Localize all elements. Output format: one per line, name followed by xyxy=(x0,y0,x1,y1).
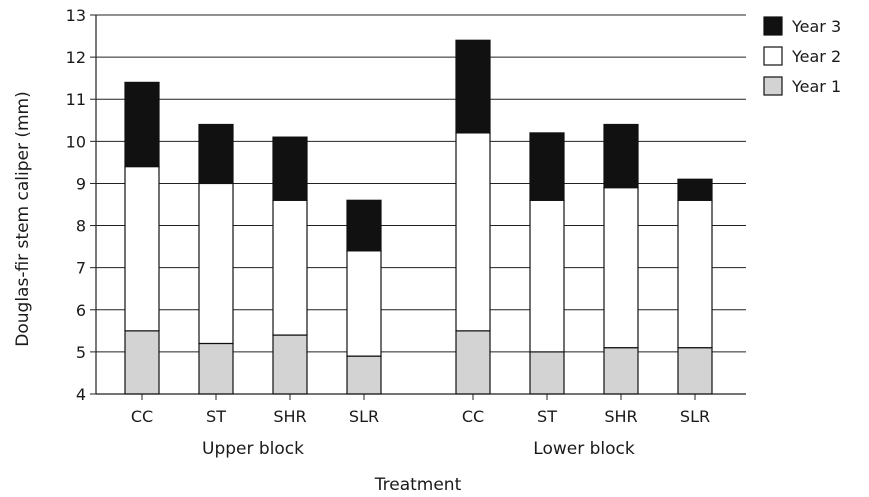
bars xyxy=(124,39,713,395)
bar-segment-year-1 xyxy=(455,330,491,395)
bar-segment-year-3 xyxy=(124,81,160,168)
y-tick-label: 5 xyxy=(76,343,86,362)
bar-segment-year-3 xyxy=(603,123,639,189)
bar-segment-year-1 xyxy=(677,347,713,395)
y-tick-label: 8 xyxy=(76,217,86,236)
x-tick-label: CC xyxy=(131,407,153,426)
bar-segment-year-3 xyxy=(272,136,308,201)
bar-segment-year-3 xyxy=(677,178,713,201)
axes xyxy=(90,14,746,400)
bar-segment-year-1 xyxy=(529,351,565,395)
legend-label: Year 1 xyxy=(791,77,841,96)
y-tick-label: 12 xyxy=(66,48,86,67)
y-tick-label: 13 xyxy=(66,6,86,25)
y-tick-label: 4 xyxy=(76,385,86,404)
y-tick-label: 6 xyxy=(76,301,86,320)
bar-segment-year-1 xyxy=(124,330,160,395)
group-label: Upper block xyxy=(202,439,304,459)
bar-segment-year-2 xyxy=(272,199,308,336)
x-axis-title: Treatment xyxy=(374,475,462,495)
legend-swatch xyxy=(763,16,783,36)
gridlines xyxy=(96,14,746,353)
bar-segment-year-2 xyxy=(198,182,234,345)
legend-label: Year 3 xyxy=(791,17,841,36)
bar-segment-year-1 xyxy=(346,355,382,395)
y-tick-label: 11 xyxy=(66,90,86,109)
x-tick-label: SHR xyxy=(604,407,637,426)
legend: Year 3 Year 2 Year 1 xyxy=(763,16,841,96)
y-tick-label: 10 xyxy=(66,132,86,151)
x-tick-label: ST xyxy=(537,407,557,426)
y-tick-label: 9 xyxy=(76,174,86,193)
y-axis-title: Douglas-fir stem caliper (mm) xyxy=(13,91,33,346)
group-label: Lower block xyxy=(533,439,635,459)
x-tick-labels: CC ST SHR SLR CC ST SHR SLR xyxy=(131,407,710,426)
bar-segment-year-3 xyxy=(455,39,491,134)
bar-segment-year-1 xyxy=(603,347,639,395)
x-tick-label: SHR xyxy=(273,407,306,426)
legend-swatch xyxy=(763,46,783,66)
x-tick-label: SLR xyxy=(680,407,710,426)
y-tick-label: 7 xyxy=(76,259,86,278)
bar-segment-year-2 xyxy=(124,166,160,332)
bar-segment-year-2 xyxy=(603,187,639,349)
bar-segment-year-3 xyxy=(198,123,234,185)
bar-segment-year-3 xyxy=(346,199,382,252)
bar-segment-year-2 xyxy=(677,199,713,349)
bar-segment-year-1 xyxy=(272,334,308,395)
x-tick-label: CC xyxy=(462,407,484,426)
y-tick-labels: 4 5 6 7 8 9 10 11 12 13 xyxy=(66,6,86,404)
group-labels: Upper block Lower block xyxy=(202,439,635,459)
bar-segment-year-1 xyxy=(198,342,234,395)
bar-segment-year-2 xyxy=(455,132,491,332)
x-tick-label: SLR xyxy=(349,407,379,426)
legend-label: Year 2 xyxy=(791,47,841,66)
bar-segment-year-3 xyxy=(529,132,565,201)
bar-segment-year-2 xyxy=(529,199,565,353)
legend-swatch xyxy=(763,76,783,96)
x-tick-label: ST xyxy=(206,407,226,426)
bar-segment-year-2 xyxy=(346,250,382,357)
